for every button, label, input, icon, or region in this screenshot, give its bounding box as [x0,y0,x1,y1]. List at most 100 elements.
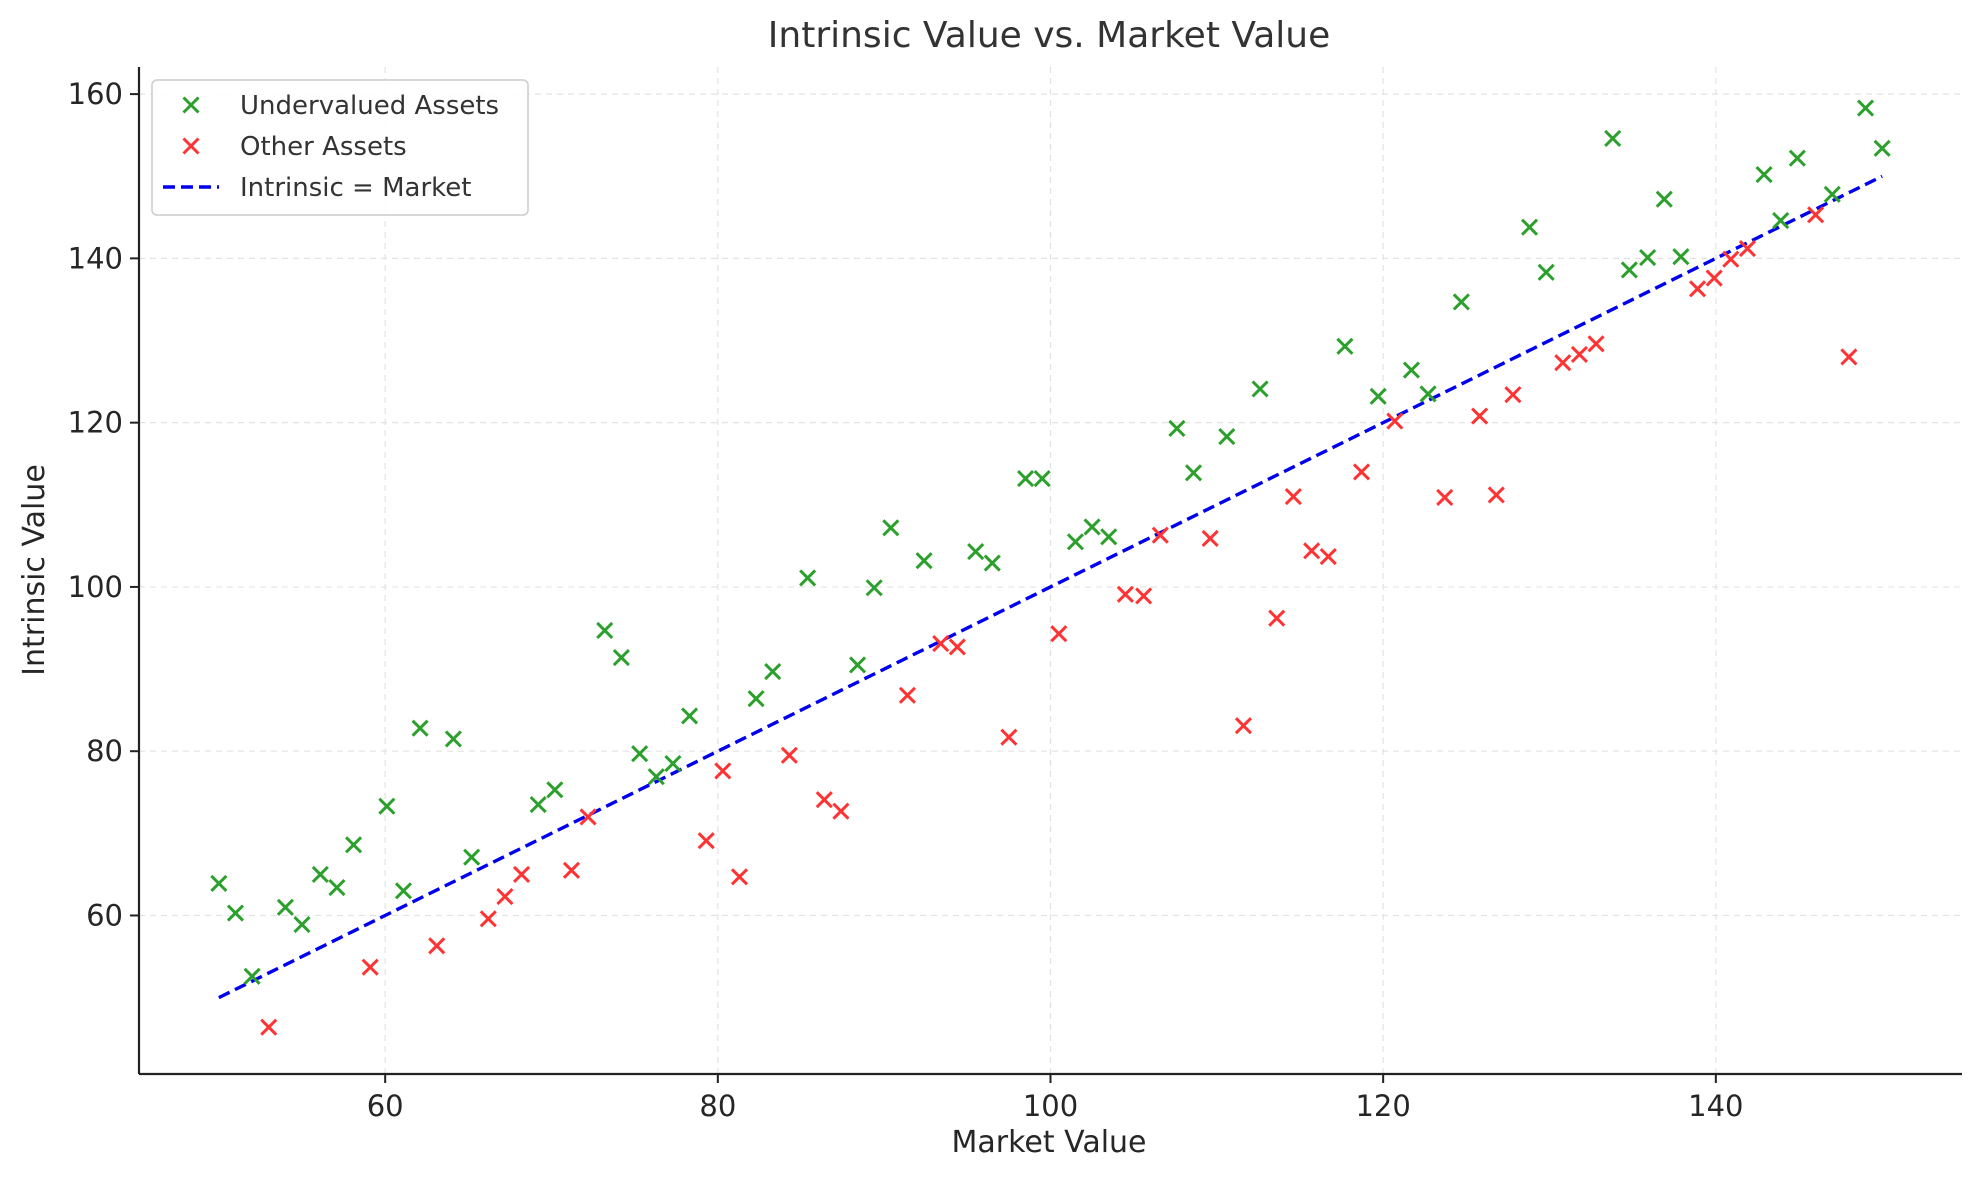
grid [139,67,1962,1074]
other-assets-point [428,937,446,955]
undervalued-assets-point [1604,129,1622,148]
undervalued-assets-point [1100,528,1118,546]
undervalued-assets-point [444,730,462,748]
legend-swatch-undervalued-assets [182,96,200,114]
x-ticks: 60 80 100 120 140 [367,1074,1744,1123]
undervalued-assets-point [631,745,649,763]
undervalued-assets-point [1336,337,1354,355]
undervalued-assets-point [378,797,396,815]
y-tick-label: 80 [86,734,123,768]
other-assets-point [714,762,732,780]
undervalued-assets-point [1402,361,1421,379]
undervalued-assets-point [311,865,329,883]
undervalued-assets-point [1168,419,1186,437]
undervalued-assets-point [1016,469,1035,488]
undervalued-assets-point [1218,428,1236,446]
undervalued-assets-point [680,707,699,725]
undervalued-assets-point [394,882,413,900]
undervalued-assets-point [276,898,294,916]
undervalued-assets-point [764,662,782,681]
undervalued-assets-point [226,904,245,922]
legend-label-intrinsic-market: Intrinsic = Market [240,173,472,203]
legend-box [151,79,529,216]
other-assets-point [579,808,597,826]
undervalued-assets-point [848,656,867,674]
undervalued-assets-point [865,579,883,597]
undervalued-assets-point [1066,533,1085,551]
other-assets-point [815,791,833,809]
other-assets-point [1738,239,1756,258]
other-assets-point [1303,542,1321,560]
other-assets-point [1570,345,1588,364]
other-assets-point [1268,609,1286,627]
other-assets-point [1504,386,1522,404]
other-assets-point [1151,526,1169,544]
undervalued-assets-point [882,519,900,537]
undervalued-assets-point [1369,387,1387,405]
other-assets-point [1386,412,1404,430]
other-assets-point [697,832,715,850]
other-assets-point [1840,348,1858,366]
other-assets-series [260,206,1858,1036]
other-assets-point [1135,587,1153,605]
other-assets-point [948,638,966,656]
y-ticks: 60 80 100 120 140 160 [68,77,139,932]
undervalued-assets-point [243,967,261,985]
other-assets-point [1000,728,1018,746]
other-assets-point [898,686,917,704]
other-assets-point [562,861,581,879]
y-tick-label: 100 [68,570,123,604]
x-tick-label: 120 [1355,1089,1410,1123]
axes [137,67,1962,1076]
undervalued-assets-point [1639,248,1657,267]
intrinsic-market-line [218,174,1883,1000]
undervalued-assets-point [596,621,614,640]
undervalued-assets-point [529,796,547,814]
undervalued-assets-point [1655,190,1673,208]
undervalued-assets-point [1823,185,1841,203]
y-axis-label: Intrinsic Value [17,464,52,676]
undervalued-assets-point [799,569,817,587]
legend: Undervalued Assets Other Assets Intrinsic … [151,79,529,216]
y-tick-label: 140 [68,241,123,275]
undervalued-assets-point [747,690,765,708]
undervalued-assets-point [1772,212,1790,230]
undervalued-assets-point [967,543,985,561]
undervalued-assets-point [1251,380,1269,398]
undervalued-assets-point [210,874,228,893]
x-axis-label: Market Value [951,1125,1146,1160]
other-assets-point [513,865,531,883]
legend-label-other-assets: Other Assets [240,132,407,162]
other-assets-point [832,802,850,820]
other-assets-point [730,868,749,886]
undervalued-assets-point [328,878,346,897]
other-assets-point [1487,486,1505,504]
x-tick-label: 60 [367,1089,404,1123]
y-tick-label: 160 [68,77,123,111]
other-assets-point [479,910,497,928]
other-assets-point [496,888,514,906]
y-tick-label: 60 [86,898,123,932]
other-assets-point [361,958,379,976]
other-assets-point [780,746,798,764]
other-assets-point [1705,269,1723,287]
undervalued-assets-point [1033,469,1051,488]
undervalued-assets-point [463,848,481,866]
undervalued-assets-series [210,99,1891,985]
undervalued-assets-point [1873,139,1891,157]
undervalued-assets-point [1452,293,1470,311]
undervalued-assets-point [293,915,311,934]
x-tick-label: 100 [1023,1089,1078,1123]
undervalued-assets-point [1856,99,1875,117]
legend-label-undervalued-assets: Undervalued Assets [240,91,499,121]
other-assets-point [932,635,950,653]
x-tick-label: 140 [1688,1089,1743,1123]
undervalued-assets-point [1184,464,1203,482]
undervalued-assets-point [664,754,682,773]
undervalued-assets-point [612,649,630,667]
y-tick-label: 120 [68,406,123,440]
other-assets-point [1688,280,1707,298]
undervalued-assets-point [546,781,564,799]
undervalued-assets-point [1520,218,1539,236]
